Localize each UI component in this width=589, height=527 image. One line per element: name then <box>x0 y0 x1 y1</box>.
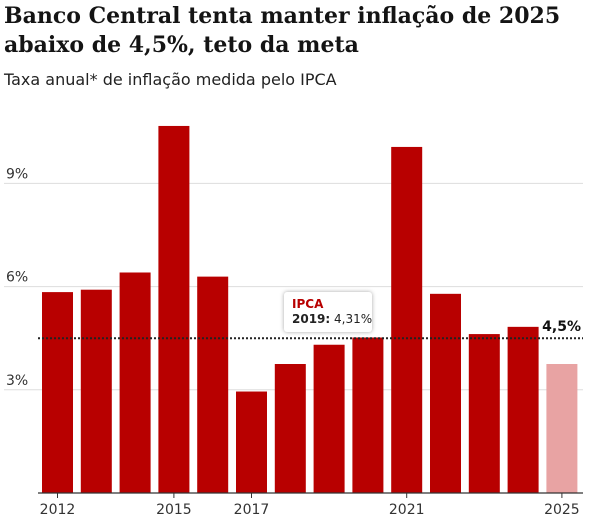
bar-2021[interactable] <box>391 146 423 493</box>
tooltip-value: 4,31% <box>334 312 373 326</box>
x-tick-label: 2021 <box>389 502 425 518</box>
tooltip-year: 2019: <box>292 312 331 326</box>
y-tick-label: 3% <box>6 373 28 389</box>
bar-2015[interactable] <box>158 125 190 494</box>
y-tick-label: 6% <box>6 270 28 286</box>
bar-2022[interactable] <box>430 293 461 493</box>
chart-subtitle: Taxa anual* de inflação medida pelo IPCA <box>4 70 337 89</box>
y-tick-label: 9% <box>6 166 28 182</box>
x-tick-label: 2015 <box>156 502 192 518</box>
target-line-label: 4,5% <box>542 319 581 335</box>
ipca-tooltip: IPCA 2019: 4,31% <box>284 292 372 332</box>
bar-2014[interactable] <box>119 272 151 493</box>
tooltip-series-label: IPCA <box>292 297 324 311</box>
bar-2025[interactable] <box>546 364 578 493</box>
bar-2017[interactable] <box>236 391 267 493</box>
bar-2018[interactable] <box>274 364 306 493</box>
bar-2024[interactable] <box>507 326 539 493</box>
x-tick-label: 2025 <box>544 502 580 518</box>
x-tick-label: 2017 <box>234 502 270 518</box>
x-tick-label: 2012 <box>40 502 76 518</box>
bar-2016[interactable] <box>197 276 229 493</box>
bar-2020[interactable] <box>352 337 384 493</box>
bar-2012[interactable] <box>42 292 73 493</box>
chart-title: Banco Central tenta manter inflação de 2… <box>4 3 561 58</box>
bar-2013[interactable] <box>80 289 112 493</box>
bar-2019[interactable] <box>313 344 345 493</box>
bar-2023[interactable] <box>468 334 500 493</box>
